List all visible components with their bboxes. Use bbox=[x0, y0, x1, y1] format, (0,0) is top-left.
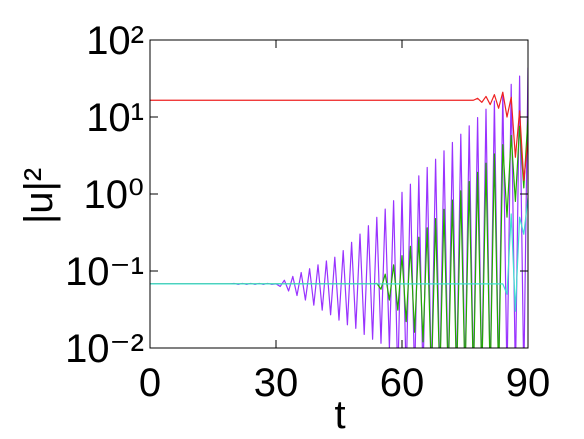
series-line bbox=[150, 91, 528, 182]
series-line bbox=[150, 67, 528, 348]
series-line bbox=[150, 197, 528, 312]
plot-area bbox=[150, 67, 528, 348]
x-tick-label: 30 bbox=[254, 361, 299, 405]
y-tick-label: 10⁻¹ bbox=[65, 250, 144, 294]
x-tick-label: 90 bbox=[506, 361, 551, 405]
y-tick-label: 10² bbox=[86, 19, 144, 63]
y-tick-label: 10¹ bbox=[86, 96, 144, 140]
y-axis-label: |u|² bbox=[17, 168, 61, 224]
y-tick-label: 10⁻² bbox=[65, 327, 144, 371]
y-tick-label: 10⁰ bbox=[83, 173, 144, 217]
x-tick-label: 0 bbox=[139, 361, 161, 405]
x-axis-label: t bbox=[334, 393, 345, 437]
x-tick-label: 60 bbox=[380, 361, 425, 405]
